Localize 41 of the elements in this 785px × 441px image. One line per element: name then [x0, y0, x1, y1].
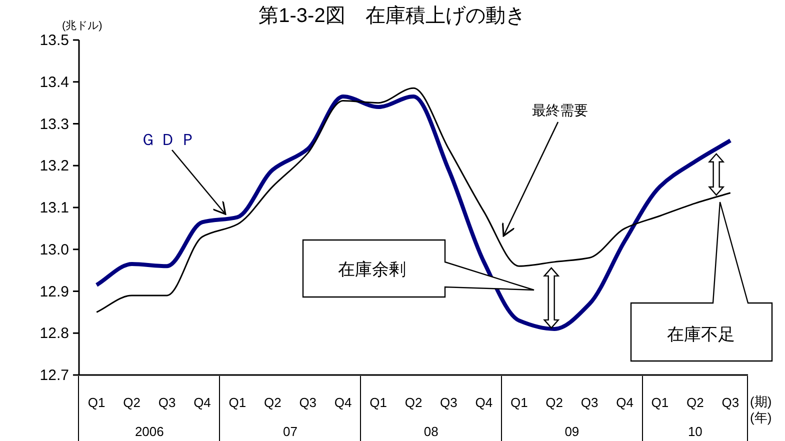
x-tick-label: Q2	[686, 395, 704, 410]
x-tick-label: Q4	[475, 395, 493, 410]
x-tick-label: Q1	[88, 395, 106, 410]
x-tick-label: Q4	[616, 395, 634, 410]
annotation: 在庫余剰	[338, 260, 406, 279]
x-tick-label: Q3	[299, 395, 317, 410]
chart-title: 第1-3-2図 在庫積上げの動き	[258, 5, 526, 27]
text: ＧＤＰ	[140, 132, 200, 149]
y-tick-label: 12.7	[40, 367, 69, 384]
x-tick-label: Q2	[546, 395, 564, 410]
y-tick-label: 13.0	[40, 241, 69, 258]
y-tick-label: 13.2	[40, 158, 69, 175]
x-tick-label: Q1	[651, 395, 669, 410]
x-tick-label: Q2	[404, 395, 422, 410]
text: 10	[688, 424, 702, 439]
y-tick-label: 13.3	[40, 116, 69, 133]
x-tick-label: Q2	[264, 395, 282, 410]
x-tick-label: Q3	[158, 395, 176, 410]
text: 08	[424, 424, 438, 439]
x-tick-label: Q1	[370, 395, 387, 410]
x-tick-label: Q4	[194, 395, 211, 410]
x-tick-label: Q4	[334, 395, 352, 410]
y-axis-title: (兆ドル)	[62, 19, 102, 32]
text: (期)	[750, 394, 772, 409]
y-tick-label: 13.4	[40, 74, 69, 91]
text: 07	[283, 424, 298, 439]
y-tick-label: 13.1	[40, 200, 69, 216]
text: 09	[564, 424, 580, 439]
x-tick-label: Q3	[722, 395, 740, 410]
x-tick-label: Q1	[510, 395, 528, 410]
x-tick-label: Q3	[440, 395, 458, 410]
annotation: 在庫不足	[667, 325, 735, 344]
x-tick-label: Q3	[580, 395, 598, 410]
text: (年)	[750, 410, 772, 425]
y-tick-label: 12.8	[40, 325, 69, 342]
y-tick-label: 13.5	[40, 32, 69, 49]
text: 最終需要	[532, 102, 588, 118]
x-tick-label: Q1	[228, 395, 246, 410]
text: 2006	[134, 424, 164, 439]
x-tick-label: Q2	[123, 395, 140, 410]
y-tick-label: 12.9	[40, 283, 69, 300]
